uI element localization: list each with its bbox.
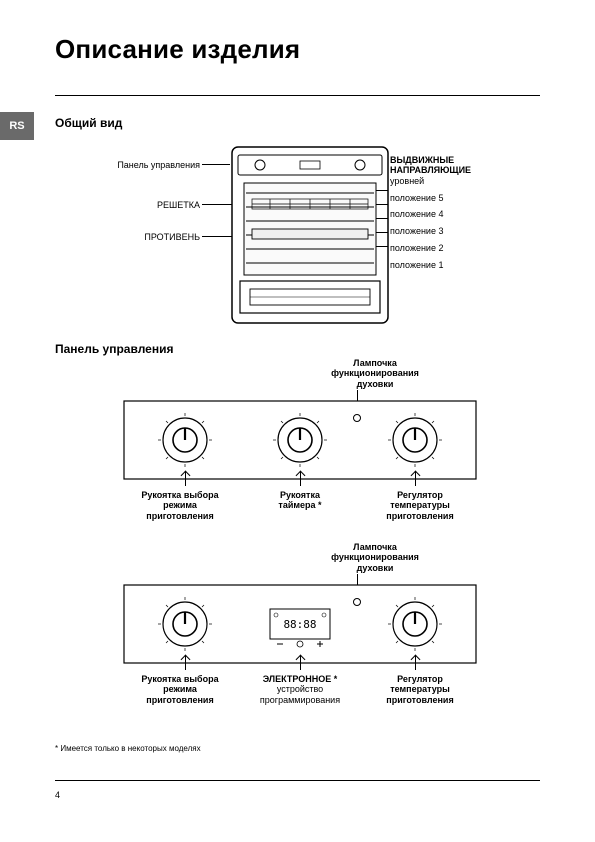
footnote: * Имеется только в некоторых моделях [55,744,201,753]
leader-pos4 [376,204,388,205]
leader-pos1 [376,246,388,247]
oven-right-labels: ВЫДВИЖНЫЕ НАПРАВЛЯЮЩИЕ уровней положение… [390,155,500,277]
svg-text:88:88: 88:88 [283,618,316,631]
page-title: Описание изделия [55,34,300,65]
panel1-k1-label: Рукоятка выборарежимаприготовления [130,490,230,521]
panel2-k2-text: ЭЛЕКТРОННОЕ [263,674,331,684]
label-guides: ВЫДВИЖНЫЕ НАПРАВЛЯЮЩИЕ уровней [390,155,500,186]
label-pos5: положение 5 [390,193,500,203]
page-number: 4 [55,790,60,800]
leader-pos2 [376,232,388,233]
panel1-lamp-label: Лампочкафункционированиядуховки [320,358,430,389]
label-guides-sub: уровней [390,176,424,186]
label-pos1: положение 1 [390,260,500,270]
label-pos4: положение 4 [390,209,500,219]
label-control-panel: Панель управления [100,160,200,170]
panel1-k2-label: Рукояткатаймера * [250,490,350,511]
panel2-k2-note: * [331,674,337,684]
label-rack: РЕШЕТКА [100,200,200,210]
leader-pos5 [376,190,388,191]
leader-pos3 [376,218,388,219]
footer-divider [55,780,540,781]
language-tab: RS [0,112,34,140]
oven-figure: Панель управления РЕШЕТКА ПРОТИВЕНЬ [100,140,490,340]
label-guides-l2: НАПРАВЛЯЮЩИЕ [390,165,471,175]
heading-general-view: Общий вид [55,116,122,130]
title-divider [55,95,540,96]
panel1-k2-text: Рукояткатаймера [278,490,320,510]
panel1-figure: Лампочкафункционированиядуховки [120,380,480,550]
panel1-k3-label: Регулятортемпературыприготовления [370,490,470,521]
label-guides-l1: ВЫДВИЖНЫЕ [390,155,454,165]
leader-control-panel [202,164,230,165]
panel2-figure: Лампочкафункционированиядуховки 88:88 [120,564,480,734]
label-pos2: положение 2 [390,243,500,253]
heading-control-panel: Панель управления [55,342,173,356]
panel2-lamp-label: Лампочкафункционированиядуховки [320,542,430,573]
panel2-k1-label: Рукоятка выборарежимаприготовления [130,674,230,705]
label-tray: ПРОТИВЕНЬ [100,232,200,242]
panel1-k2-note: * [316,500,322,510]
panel2-k2-sub: устройствопрограммирования [250,684,350,705]
label-pos3: положение 3 [390,226,500,236]
panel2-k2-label: ЭЛЕКТРОННОЕ * устройствопрограммирования [250,674,350,705]
oven-svg [230,145,390,325]
panel2-k3-label: Регулятортемпературыприготовления [370,674,470,705]
